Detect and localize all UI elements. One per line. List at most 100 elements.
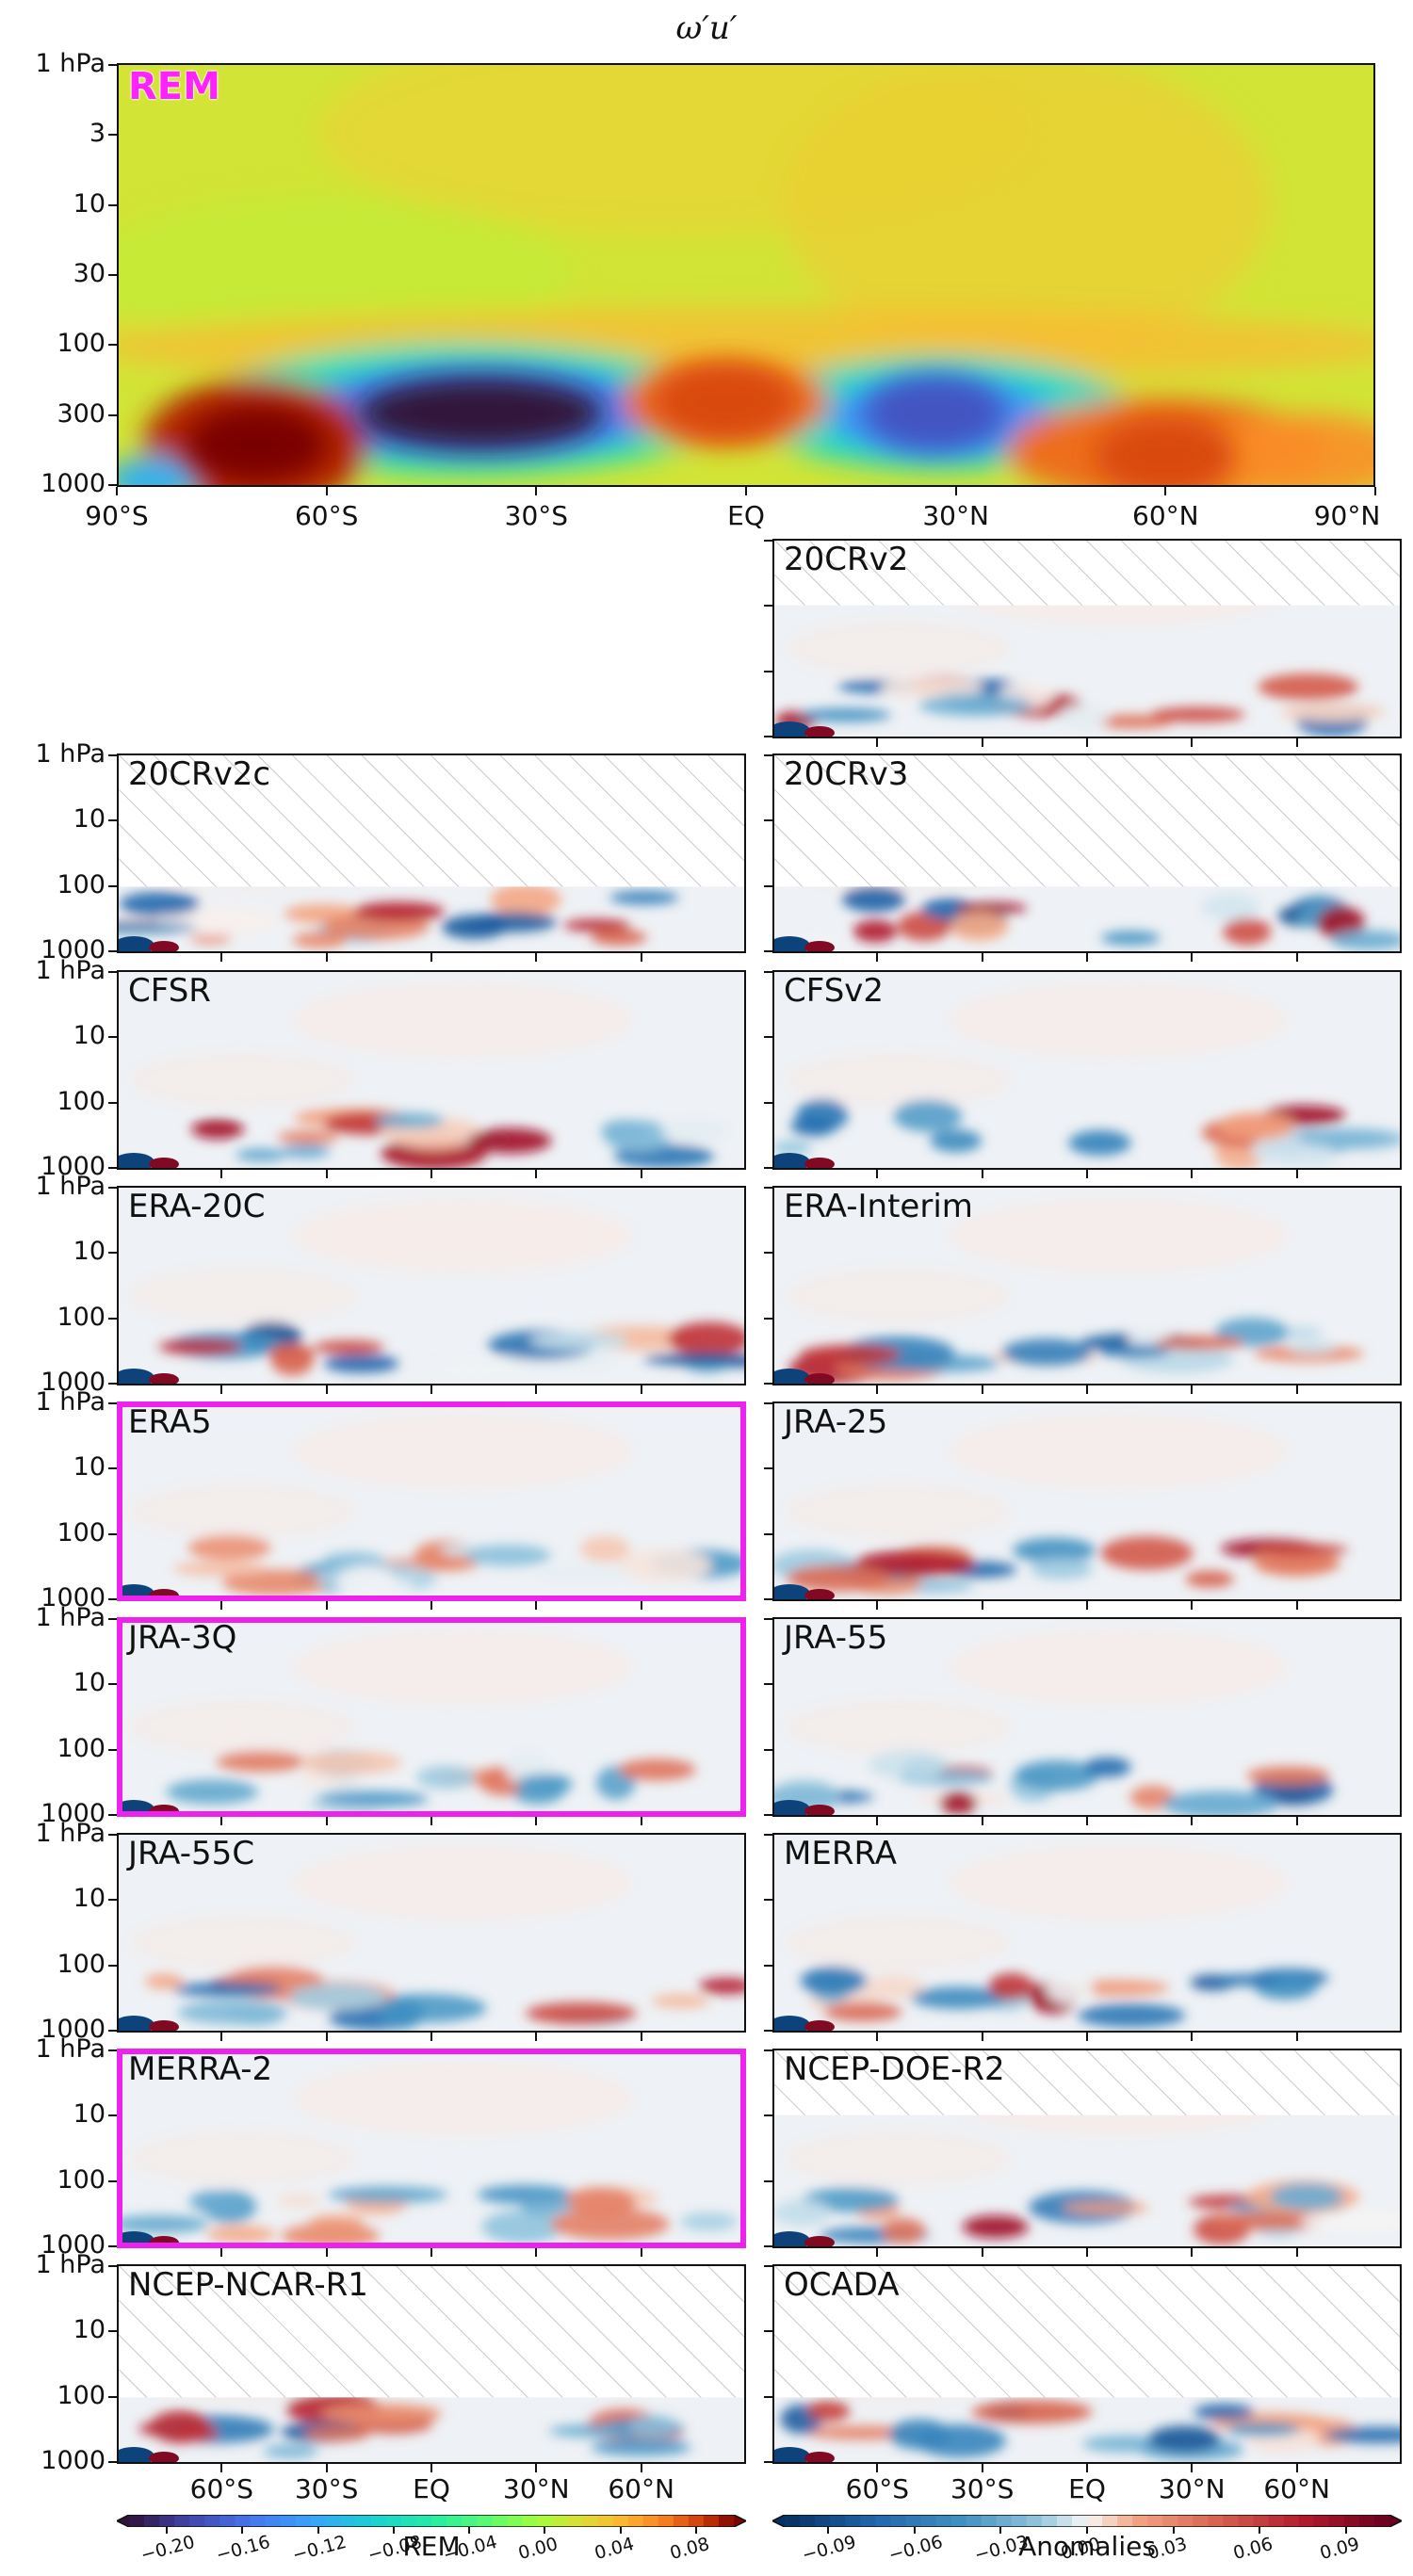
anomaly-ytick-mark: [764, 670, 772, 672]
anomaly-xtick-mark: [640, 1817, 642, 1825]
anomaly-ytick-mark: [764, 2245, 772, 2247]
colorbar-swatch: [144, 2515, 160, 2527]
anomaly-ytick-mark: [764, 1532, 772, 1535]
anomaly-polar-feature: [804, 1373, 835, 1385]
anomaly-blob: [516, 1773, 573, 1795]
anomaly-ytick-mark: [764, 2461, 772, 2463]
colorbar-swatch: [860, 2515, 876, 2527]
panel-label: 20CRv2c: [128, 755, 271, 793]
anomaly-ytick-mark: [764, 884, 772, 887]
panel-label: NCEP-NCAR-R1: [128, 2266, 368, 2304]
colorbar-swatch: [830, 2515, 846, 2527]
panel-label: JRA-25: [784, 1403, 888, 1441]
anomaly-xtick-mark: [1191, 1601, 1194, 1610]
anomaly-xtick-mark: [535, 1817, 538, 1825]
colorbar-swatch: [1117, 2515, 1133, 2527]
anomaly-blob: [893, 1099, 963, 1132]
anomaly-blob: [323, 1552, 384, 1567]
anomaly-ytick-mark: [764, 2179, 772, 2182]
anomaly-blob: [314, 1339, 384, 1354]
colorbar-swatch: [703, 2515, 720, 2527]
anomaly-panel: CFSR: [117, 970, 746, 1170]
anomaly-panel: ERA5: [117, 1401, 746, 1601]
anomaly-heatmap: [117, 2049, 746, 2248]
panel-label: NCEP-DOE-R2: [784, 2050, 1005, 2088]
anomaly-ytick-mark: [764, 1036, 772, 1039]
anomaly-xtick-mark: [981, 738, 983, 747]
anomaly-xtick-mark: [981, 2248, 983, 2257]
anomaly-blob: [1299, 2212, 1402, 2229]
anomaly-heatmap: [772, 2264, 1402, 2464]
anomaly-blob: [564, 2187, 637, 2216]
anomaly-ytick-label: 1 hPa: [35, 1172, 106, 1201]
anomaly-ytick-mark: [764, 1748, 772, 1751]
anomaly-panel-frame: [772, 1833, 1402, 2033]
anomaly-blob: [490, 883, 561, 916]
anomaly-ytick-label: 1 hPa: [35, 1819, 106, 1848]
anomaly-heatmap: [117, 970, 746, 1170]
anomaly-blob: [799, 707, 892, 722]
anomaly-xtick-mark: [981, 1385, 983, 1394]
colorbar-swatch: [189, 2515, 205, 2527]
colorbar-swatch: [340, 2515, 357, 2527]
anomaly-polar-feature: [149, 1373, 179, 1385]
bottom-xtick-label: 30°S: [950, 2473, 1015, 2504]
anomaly-panel-frame: [772, 2264, 1402, 2464]
anomaly-ytick-mark: [108, 2030, 117, 2032]
colorbar-swatch: [981, 2515, 998, 2527]
colorbar-swatch: [1041, 2515, 1058, 2527]
anomaly-ytick-label: 10: [73, 1668, 106, 1698]
panel-label: 20CRv2: [784, 541, 909, 578]
colorbar-swatch: [1223, 2515, 1240, 2527]
anomaly-ytick-mark: [764, 950, 772, 952]
anomaly-polar-feature: [804, 2020, 835, 2033]
bottom-xtick-label: 60°S: [189, 2473, 254, 2504]
anomaly-ytick-mark: [764, 971, 772, 973]
colorbar-swatch: [718, 2515, 735, 2527]
colorbar-swatch: [415, 2515, 432, 2527]
anomaly-ytick-mark: [108, 1101, 117, 1104]
colorbar-swatch: [1298, 2515, 1315, 2527]
anomaly-blob: [1148, 2425, 1221, 2453]
anomaly-xtick-mark: [325, 1385, 328, 1394]
anomaly-ytick-label: 100: [57, 1517, 106, 1547]
anomaly-xtick-mark: [1295, 1170, 1298, 1178]
colorbar-swatch: [295, 2515, 312, 2527]
anomaly-heatmap: [117, 1401, 746, 1601]
anomaly-ytick-label: 1 hPa: [35, 956, 106, 985]
colorbar-swatch: [890, 2515, 906, 2527]
colorbar-swatch: [905, 2515, 922, 2527]
colorbar-swatch: [920, 2515, 937, 2527]
anomaly-xtick-mark: [1191, 1817, 1194, 1825]
anomaly-ytick-mark: [764, 1618, 772, 1620]
highlight-frame: [117, 1617, 746, 1817]
rem-ytick-label: 10: [73, 188, 106, 219]
anomaly-blob: [1256, 1557, 1341, 1573]
colorbar-swatch: [1026, 2515, 1043, 2527]
anomaly-polar-feature: [772, 2231, 810, 2248]
anomaly-ytick-label: 100: [57, 2380, 106, 2410]
anomaly-blob: [954, 902, 1028, 915]
anomaly-ytick-mark: [108, 1467, 117, 1470]
anomaly-ytick-mark: [764, 1964, 772, 1967]
anomaly-blob: [1185, 1570, 1234, 1588]
bottom-xtick-label: 60°S: [845, 2473, 910, 2504]
anomaly-xtick-mark: [876, 738, 879, 747]
anomaly-blob: [277, 1130, 339, 1145]
anomaly-blob: [880, 676, 984, 699]
colorbar-swatch: [875, 2515, 891, 2527]
anomaly-blob: [790, 1115, 836, 1137]
anomaly-blob: [800, 1966, 868, 1996]
anomaly-panel-frame: [772, 753, 1402, 953]
anomaly-ytick-mark: [764, 1252, 772, 1255]
anomaly-xtick-mark: [876, 2464, 879, 2472]
anomaly-panel-frame: [772, 1617, 1402, 1817]
anomaly-xtick-mark: [1086, 2464, 1088, 2472]
anomaly-blob: [618, 1758, 696, 1781]
missing-data-hatch: [117, 753, 746, 887]
colorbar-swatch: [537, 2515, 553, 2527]
anomaly-ytick-mark: [108, 754, 117, 756]
panel-label: MERRA: [784, 1835, 897, 1872]
anomaly-blob: [1090, 714, 1174, 729]
colorbar-swatch: [1147, 2515, 1163, 2527]
